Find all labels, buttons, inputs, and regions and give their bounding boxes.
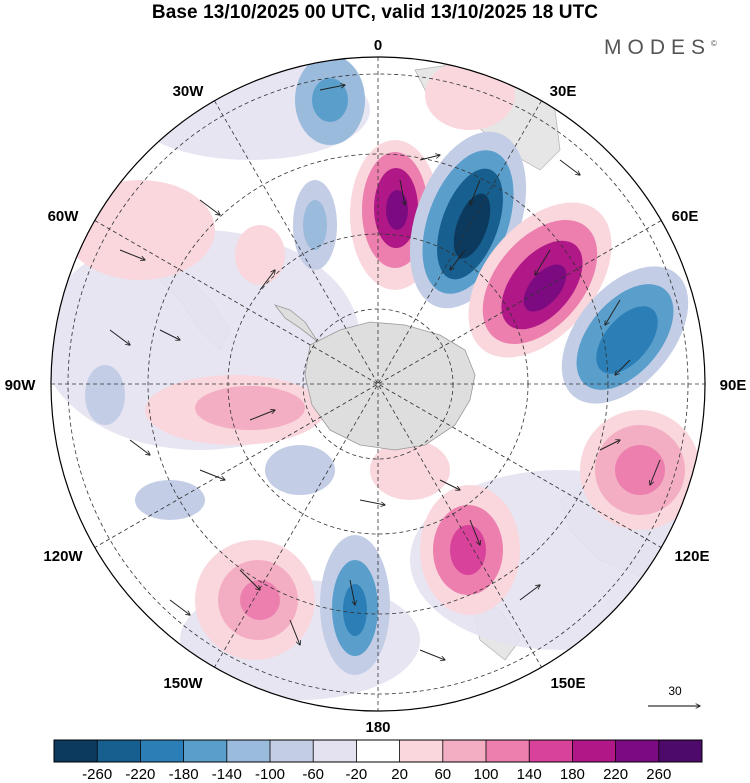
map-border — [50, 56, 706, 712]
colorbar-swatch — [183, 740, 228, 762]
reference-vector: 30 — [648, 684, 700, 706]
lon-label-0: 0 — [374, 37, 382, 54]
lon-label-30w: 30W — [173, 83, 205, 100]
colorbar: -260 -220 -180 -140 -100 -60 -20 20 60 100 140 180 2… — [53, 739, 703, 783]
reference-vector-label: 30 — [668, 684, 682, 698]
colorbar-swatch — [615, 740, 660, 762]
colorbar-tick-label: -220 — [125, 766, 155, 783]
colorbar-tick-label: 260 — [646, 766, 671, 783]
colorbar-swatch — [356, 740, 400, 762]
copyright-mark: © — [711, 39, 717, 48]
colorbar-tick-label: 140 — [517, 766, 542, 783]
wind-vectors — [109, 85, 661, 660]
colorbar-tick-label: 60 — [434, 766, 451, 783]
colorbar-swatch — [270, 740, 314, 762]
lon-label-30e: 30E — [550, 83, 577, 100]
colorbar-tick-label: -20 — [346, 766, 368, 783]
lon-label-60e: 60E — [672, 208, 699, 225]
colorbar-swatch — [486, 740, 530, 762]
antarctica — [273, 304, 476, 451]
lon-label-120e: 120E — [674, 548, 709, 565]
colorbar-swatch — [54, 740, 98, 762]
map-title: Base 13/10/2025 00 UTC, valid 13/10/2025… — [151, 2, 599, 23]
colorbar-swatch — [140, 740, 184, 762]
colorbar-swatch — [442, 740, 487, 762]
colorbar-swatch — [572, 740, 616, 762]
colorbar-tick-label: -60 — [302, 766, 324, 783]
lon-label-180: 180 — [365, 719, 390, 736]
colorbar-swatch — [658, 740, 703, 762]
colorbar-tick-label: -140 — [212, 766, 242, 783]
colorbar-tick-label: 100 — [473, 766, 498, 783]
lon-label-60w: 60W — [48, 208, 80, 225]
longitude-labels: 0 30E 60E 90E 120E 150E 180 150W 120W 90… — [5, 37, 747, 736]
colorbar-swatch — [313, 740, 357, 762]
colorbar-swatch — [97, 740, 141, 762]
colorbar-tick-label: -100 — [255, 766, 285, 783]
graticule — [51, 57, 705, 711]
lon-label-90e: 90E — [720, 377, 747, 394]
brand-name: MODES — [604, 36, 712, 59]
colorbar-tick-label: 220 — [603, 766, 628, 783]
lon-label-90w: 90W — [5, 377, 37, 394]
lon-label-120w: 120W — [43, 548, 83, 565]
colorbar-tick-label: -260 — [82, 766, 112, 783]
lon-label-150w: 150W — [163, 675, 203, 692]
colorbar-tick-label: 180 — [560, 766, 585, 783]
lon-label-150e: 150E — [550, 675, 585, 692]
brand-logo: MODES© — [604, 36, 717, 60]
colorbar-swatch — [399, 740, 444, 762]
colorbar-tick-label: -180 — [169, 766, 199, 783]
colorbar-swatch — [226, 740, 271, 762]
colorbar-swatch — [529, 740, 573, 762]
colorbar-frame — [53, 739, 703, 763]
colorbar-tick-label: 20 — [391, 766, 408, 783]
